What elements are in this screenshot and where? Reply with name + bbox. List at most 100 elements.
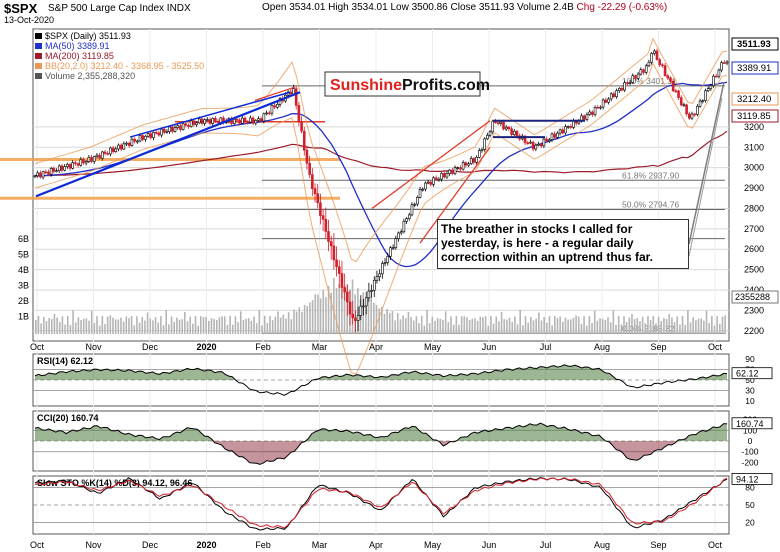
legend-swatch xyxy=(35,53,42,59)
volume-bar xyxy=(186,321,189,334)
candle-body xyxy=(370,290,373,292)
candle-body xyxy=(655,50,659,60)
candle-body xyxy=(685,104,688,115)
volume-bar xyxy=(112,317,114,334)
chart-date: 13-Oct-2020 xyxy=(4,15,55,25)
volume-bar xyxy=(641,316,644,334)
volume-bar xyxy=(306,306,309,334)
cci-fill-negative xyxy=(35,441,727,465)
volume-bar xyxy=(556,318,559,334)
volume-bar xyxy=(511,321,514,334)
volume-bar xyxy=(705,310,708,334)
candle-body xyxy=(601,99,605,108)
volume-bar xyxy=(93,323,96,334)
volume-bar xyxy=(681,316,684,334)
volume-bar xyxy=(218,317,221,334)
x-tick-label-bottom: Feb xyxy=(255,540,271,550)
candle-body xyxy=(152,132,155,139)
x-tick-label-bottom: Dec xyxy=(142,540,159,550)
candle-body xyxy=(133,138,136,142)
volume-bar xyxy=(231,324,234,334)
candle-body xyxy=(208,119,212,124)
candle-body xyxy=(475,156,478,163)
candle-body xyxy=(321,215,325,220)
y-tick-label: 2600 xyxy=(744,244,764,254)
volume-bar xyxy=(604,320,607,334)
volume-bar xyxy=(128,318,130,334)
candle-body xyxy=(456,167,460,169)
volume-bar xyxy=(428,323,431,334)
candle-body xyxy=(599,106,602,109)
candle-body xyxy=(125,142,128,145)
candle-body xyxy=(432,177,435,185)
volume-bar xyxy=(561,321,564,334)
candle-body xyxy=(192,120,196,125)
candle-body xyxy=(149,133,153,139)
candle-body xyxy=(300,121,303,132)
volume-bar xyxy=(88,320,90,334)
volume-bar xyxy=(498,321,500,334)
candle-body xyxy=(588,111,591,115)
x-tick-label: Jun xyxy=(482,342,497,352)
volume-bar xyxy=(101,316,104,334)
candle-body xyxy=(512,130,516,135)
sto-title: Slow STO %K(14) %D(3) 94.12, 96.46 xyxy=(37,478,192,488)
candle-body xyxy=(381,263,384,275)
volume-bar xyxy=(322,289,325,334)
candle-body xyxy=(200,118,204,124)
x-tick-label: May xyxy=(424,342,442,352)
volume-bar xyxy=(106,316,109,334)
x-tick-label-bottom: Apr xyxy=(369,540,383,550)
volume-bar xyxy=(506,319,508,334)
legend-entry: MA(200) 3119.85 xyxy=(45,51,114,61)
candle-body xyxy=(254,120,258,124)
candle-body xyxy=(262,113,266,122)
candle-body xyxy=(335,259,338,268)
volume-bar xyxy=(266,323,269,334)
candle-body xyxy=(356,315,360,321)
volume-bar xyxy=(442,319,444,334)
volume-bar xyxy=(407,311,410,334)
volume-bar xyxy=(676,316,679,334)
x-tick-label-bottom: Aug xyxy=(594,540,610,550)
volume-bar xyxy=(719,323,721,334)
volume-bar xyxy=(274,316,277,334)
legend-swatch xyxy=(35,33,42,39)
quote-line: Open 3534.01 High 3534.01 Low 3500.86 Cl… xyxy=(262,2,667,13)
volume-bar xyxy=(149,318,152,334)
volume-bar xyxy=(242,319,245,334)
candle-body xyxy=(405,218,408,222)
volume-bar xyxy=(109,315,112,334)
volume-bar xyxy=(402,315,404,334)
candle-body xyxy=(426,181,430,184)
candle-body xyxy=(459,167,462,170)
volume-bar xyxy=(282,314,285,334)
volume-bar xyxy=(125,316,128,334)
volume-bar xyxy=(687,310,689,334)
candle-body xyxy=(238,119,241,124)
candle-body xyxy=(60,165,64,171)
x-tick-label: Feb xyxy=(255,342,271,352)
exchange-label: INDX xyxy=(166,3,191,14)
candle-body xyxy=(416,197,419,205)
volume-bar xyxy=(591,323,593,334)
volume-bar xyxy=(157,322,160,334)
volume-bar xyxy=(271,320,274,334)
volume-bar xyxy=(530,317,532,334)
volume-bar xyxy=(399,319,402,334)
volume-bar xyxy=(689,322,692,334)
volume-bar xyxy=(455,315,458,334)
volume-bar xyxy=(617,316,620,334)
volume-bar xyxy=(466,317,468,334)
volume-bar xyxy=(170,316,173,334)
candle-body xyxy=(276,104,279,108)
candle-body xyxy=(348,301,352,315)
candle-body xyxy=(671,80,675,92)
volume-bar xyxy=(569,319,572,334)
candle-body xyxy=(346,291,349,303)
volume-bar xyxy=(708,323,710,334)
candle-body xyxy=(259,118,263,122)
price-flag xyxy=(731,37,779,51)
volume-bar xyxy=(77,317,80,334)
